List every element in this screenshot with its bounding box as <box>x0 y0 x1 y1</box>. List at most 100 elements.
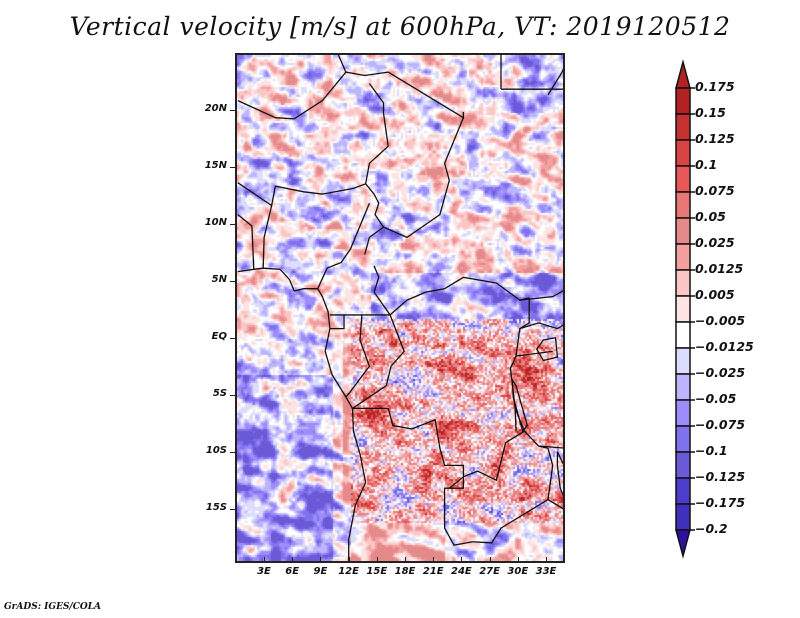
country-border <box>352 407 473 546</box>
colorbar-segment <box>675 165 691 193</box>
country-border <box>237 182 366 207</box>
country-border <box>373 288 445 316</box>
map-panel <box>235 53 565 563</box>
country-border <box>317 202 371 289</box>
colorbar-segment <box>675 503 691 531</box>
colorbar-segment <box>675 295 691 323</box>
lon-tick-mark <box>320 557 322 562</box>
colorbar-tick-label: 0.05 <box>695 209 726 224</box>
country-border <box>444 276 530 301</box>
lon-tick-mark <box>517 557 519 562</box>
lat-tick-label: 20N <box>204 103 227 114</box>
country-border <box>387 71 465 119</box>
country-border <box>237 214 255 270</box>
colorbar-extend-bottom <box>675 529 691 559</box>
colorbar-segment <box>675 373 691 401</box>
colorbar-tick-label: 0.0125 <box>695 261 744 276</box>
colorbar-tick-label: 0.025 <box>695 235 735 250</box>
lon-tick-mark <box>433 557 435 562</box>
country-border <box>337 55 347 73</box>
country-border <box>515 350 553 357</box>
colorbar-tick-label: −0.005 <box>695 313 746 328</box>
country-border <box>373 265 380 293</box>
lon-tick-mark <box>461 557 463 562</box>
colorbar-tick-label: −0.025 <box>695 365 746 380</box>
lat-tick-mark <box>230 509 235 510</box>
colorbar-tick-label: −0.05 <box>695 391 737 406</box>
colorbar-tick-label: 0.1 <box>695 157 718 172</box>
country-border <box>383 117 465 239</box>
country-border <box>237 267 367 561</box>
colorbar-segment <box>675 347 691 375</box>
lake-outline <box>535 336 559 362</box>
lon-tick-mark <box>546 557 547 562</box>
chart-title: Vertical velocity [m/s] at 600hPa, VT: 2… <box>69 12 731 41</box>
colorbar-segment <box>675 451 691 479</box>
colorbar-extend-top <box>675 59 691 89</box>
country-border <box>547 68 563 96</box>
country-border <box>472 297 554 544</box>
colorbar-segment <box>675 399 691 427</box>
lon-tick-mark <box>376 557 378 562</box>
country-border <box>514 408 517 432</box>
colorbar-segment <box>675 139 691 167</box>
colorbar-tick-label: −0.1 <box>695 443 728 458</box>
colorbar-tick-label: 0.125 <box>695 131 735 146</box>
lat-tick-mark <box>230 452 235 453</box>
colorbar-tick-label: −0.2 <box>695 521 728 536</box>
colorbar-segment <box>675 425 691 453</box>
colorbar-segment <box>675 191 691 219</box>
lon-tick-mark <box>264 557 265 562</box>
lon-tick-label: 30E <box>507 566 529 577</box>
colorbar-tick-label: −0.175 <box>695 495 746 510</box>
colorbar-segment <box>675 269 691 297</box>
country-borders <box>237 55 563 561</box>
lon-tick-label: 12E <box>338 566 359 577</box>
country-border <box>352 314 405 409</box>
country-border <box>519 322 563 330</box>
colorbar-segment <box>675 321 691 349</box>
colorbar-tick-label: 0.005 <box>695 287 735 302</box>
colorbar-tick-label: 0.175 <box>695 79 735 94</box>
lat-tick-label: 10N <box>204 217 227 228</box>
country-border <box>547 499 563 510</box>
country-border <box>237 71 389 120</box>
lat-tick-mark <box>230 110 235 111</box>
lat-tick-mark <box>230 395 235 396</box>
colorbar-tick-label: −0.075 <box>695 417 746 432</box>
colorbar-segment <box>675 243 691 271</box>
colorbar-tick-label: 0.075 <box>695 183 735 198</box>
lon-tick-label: 3E <box>257 566 271 577</box>
lon-tick-mark <box>405 557 406 562</box>
lat-tick-label: 5N <box>211 274 227 285</box>
colorbar-tick-label: 0.15 <box>695 105 726 120</box>
country-border <box>262 205 273 269</box>
lon-tick-mark <box>348 557 350 562</box>
lat-tick-mark <box>230 281 235 282</box>
colorbar-segment <box>675 113 691 141</box>
lake-outline <box>511 377 529 433</box>
lat-tick-label: EQ <box>211 331 227 342</box>
colorbar-tick-label: −0.125 <box>695 469 746 484</box>
lon-tick-label: 33E <box>535 566 557 577</box>
grads-credit: GrADS: IGES/COLA <box>4 602 102 612</box>
lat-tick-mark <box>230 224 235 225</box>
lat-tick-label: 5S <box>212 388 227 399</box>
colorbar-segment <box>675 477 691 505</box>
lat-tick-mark <box>230 167 235 168</box>
colorbar-segment <box>675 217 691 245</box>
lat-tick-label: 15S <box>205 502 227 513</box>
country-border <box>519 290 563 301</box>
lon-tick-label: 15E <box>366 566 388 577</box>
lon-tick-label: 18E <box>394 566 416 577</box>
colorbar-segment <box>675 87 691 115</box>
lake-outline <box>556 451 563 497</box>
lon-tick-mark <box>292 557 294 562</box>
lat-tick-label: 10S <box>205 445 227 456</box>
lon-tick-label: 9E <box>313 566 328 577</box>
lat-tick-label: 15N <box>204 160 227 171</box>
country-border <box>448 430 525 489</box>
lon-tick-label: 27E <box>479 566 500 577</box>
lon-tick-label: 6E <box>285 566 300 577</box>
country-border <box>345 314 371 398</box>
